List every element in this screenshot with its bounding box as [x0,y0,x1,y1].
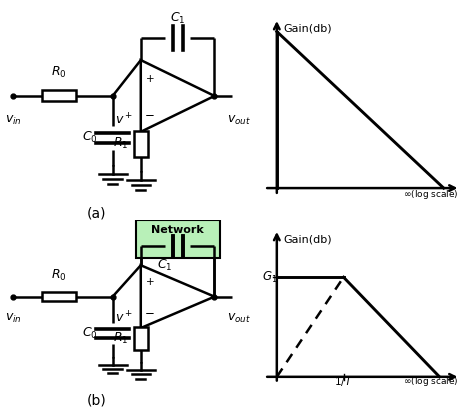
Text: $1/T$: $1/T$ [334,376,353,388]
Bar [134,131,148,157]
Text: Gain(db): Gain(db) [283,24,332,34]
Text: (b): (b) [86,393,106,408]
Text: $R_0$: $R_0$ [51,268,67,283]
Text: $-$: $-$ [145,305,155,318]
Text: $R_1$: $R_1$ [112,136,128,151]
Text: $v_{out}$: $v_{out}$ [228,114,251,127]
Text: $v_{in}$: $v_{in}$ [5,114,22,127]
Text: $v_{in}$: $v_{in}$ [5,312,22,325]
Text: Network: Network [151,225,204,235]
Bar [136,220,219,258]
Polygon shape [141,265,215,328]
Text: (a): (a) [86,207,106,221]
Text: $R_1$: $R_1$ [112,331,128,346]
Text: $-$: $-$ [145,107,155,120]
Bar [134,327,148,350]
Text: $C_0$: $C_0$ [82,130,97,145]
Text: $\infty$(log scale): $\infty$(log scale) [403,376,458,388]
Text: $C_1$: $C_1$ [170,11,185,26]
Text: $C_1$: $C_1$ [157,258,173,273]
Text: $G_1$: $G_1$ [262,270,278,285]
Text: $\infty$(log scale): $\infty$(log scale) [403,188,458,201]
Text: Gain(db): Gain(db) [283,234,332,244]
Text: $+$: $+$ [145,276,155,287]
Text: $v^+$: $v^+$ [115,310,133,326]
Bar [42,90,75,101]
Text: $v^+$: $v^+$ [115,112,133,127]
Bar [42,292,75,301]
Text: $+$: $+$ [145,73,155,84]
Text: $C_0$: $C_0$ [82,326,97,341]
Text: $R_0$: $R_0$ [51,65,67,80]
Polygon shape [141,60,215,132]
Text: $v_{out}$: $v_{out}$ [228,312,251,325]
